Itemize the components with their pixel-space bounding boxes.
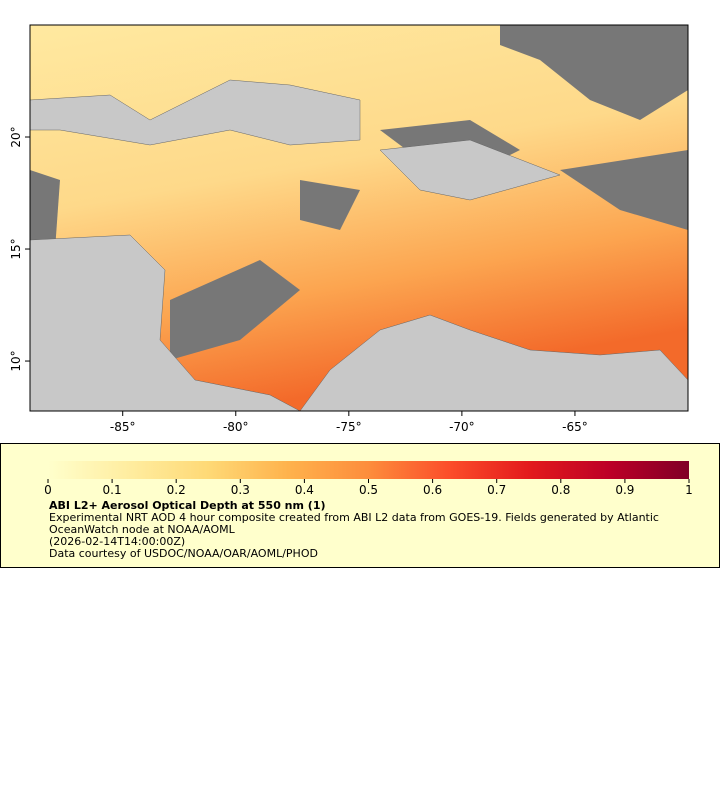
colorbar-fill	[48, 461, 689, 479]
colorbar-tick-label: 0.1	[103, 483, 122, 497]
x-tick-label: -75°	[336, 420, 362, 434]
colorbar-tick-label: 0.3	[231, 483, 250, 497]
x-tick-label: -65°	[562, 420, 588, 434]
plot-frame	[29, 24, 689, 412]
colorbar-tick-label: 1	[685, 483, 693, 497]
y-tick-label: 15°	[9, 238, 23, 259]
y-tick-label: 10°	[9, 350, 23, 371]
x-tick-label: -85°	[110, 420, 136, 434]
colorbar-tick-label: 0.5	[359, 483, 378, 497]
legend-time: (2026-02-14T14:00:00Z)	[49, 535, 186, 548]
land	[29, 79, 689, 412]
map: -85° -80° -75° -70° -65° 10° 15° 20°	[9, 24, 689, 434]
colorbar-tick-label: 0.2	[167, 483, 186, 497]
x-tick-label: -80°	[223, 420, 249, 434]
legend-description: Experimental NRT AOD 4 hour composite cr…	[49, 511, 659, 536]
colorbar-tick-label: 0.9	[615, 483, 634, 497]
colorbar-tick-label: 0	[44, 483, 52, 497]
colorbar-tick-label: 0.8	[551, 483, 570, 497]
legend-credit: Data courtesy of USDOC/NOAA/OAR/AOML/PHO…	[49, 547, 318, 560]
legend: 0 0.1 0.2 0.3 0.4 0.5 0.6 0.7 0.8 0.9 1 ABI L2+ Ae…	[0, 443, 720, 568]
y-tick-label: 20°	[9, 126, 23, 147]
colorbar-tick-label: 0.7	[487, 483, 506, 497]
colorbar-tick-label: 0.6	[423, 483, 442, 497]
legend-title: ABI L2+ Aerosol Optical Depth at 550 nm …	[49, 499, 326, 512]
legend-text: ABI L2+ Aerosol Optical Depth at 550 nm …	[49, 500, 689, 560]
colorbar: 0 0.1 0.2 0.3 0.4 0.5 0.6 0.7 0.8 0.9 1	[44, 461, 693, 497]
colorbar-tick-label: 0.4	[295, 483, 314, 497]
x-tick-label: -70°	[449, 420, 475, 434]
